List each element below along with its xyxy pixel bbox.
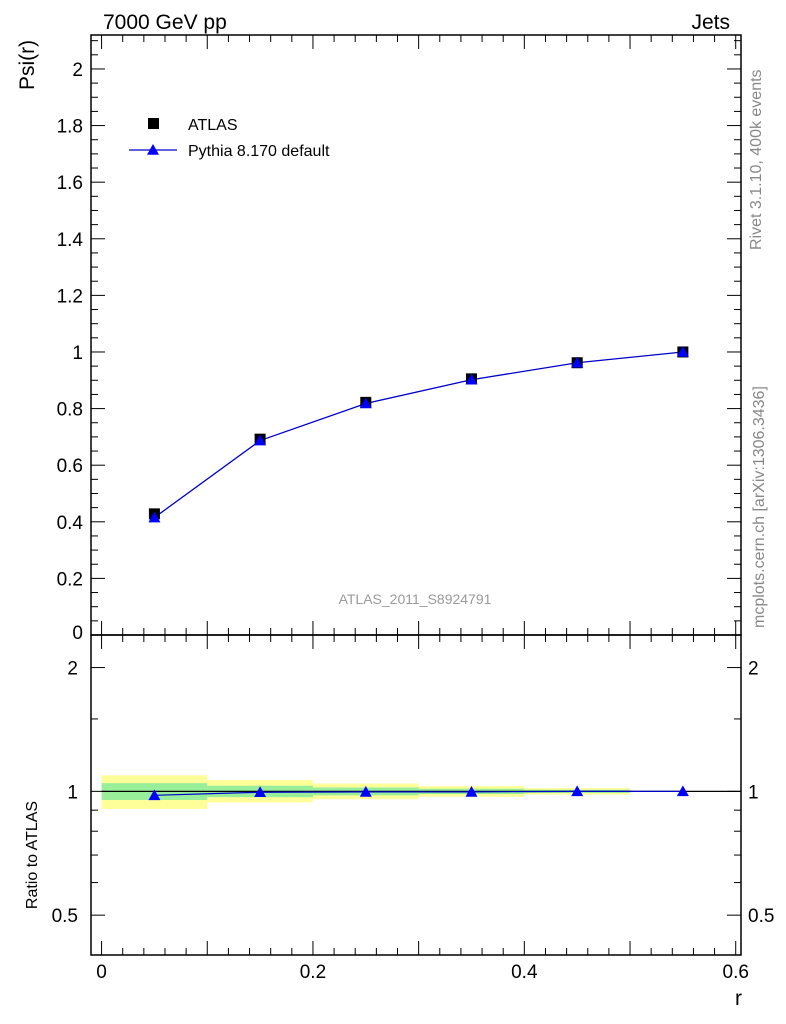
x-axis-label: r [735,987,742,1010]
main-y-tick-label: 1.4 [57,230,84,251]
ratio-pythia-point [254,786,267,798]
main-y-tick-label: 0.4 [57,513,84,534]
pythia-line [154,351,683,519]
ratio-y-tick-label-left: 0.5 [52,906,78,927]
main-y-tick-label: 0.6 [57,456,83,477]
legend: ATLAS Pythia 8.170 default [129,117,330,160]
pythia-point [465,373,478,385]
ratio-y-tick-label-right: 0.5 [748,906,774,927]
main-y-tick-label: 1 [72,343,83,364]
header-right-title: Jets [691,11,730,34]
legend-atlas-marker [148,118,159,129]
main-y-tick-label: 1.8 [57,117,83,138]
legend-pythia-marker [147,144,159,155]
main-y-tick-label: 0 [72,623,83,644]
ratio-y-tick-label-left: 2 [67,659,78,680]
main-y-axis-label: Psi(r) [16,40,39,90]
pythia-point [359,397,372,409]
main-y-tick-label: 0.8 [57,400,83,421]
ratio-y-tick-label-right: 1 [748,782,759,803]
ratio-y-tick-label-left: 1 [67,782,78,803]
pythia-point [254,434,267,446]
x-tick-label: 0 [96,962,107,983]
watermark: ATLAS_2011_S8924791 [339,591,492,607]
pythia-point [571,356,584,368]
x-tick-label: 0.6 [723,962,749,983]
rivet-label: Rivet 3.1.10, 400k events [748,69,765,250]
pythia-point [148,511,161,523]
ratio-pythia-point [359,785,372,797]
main-y-tick-label: 0.2 [57,569,83,590]
header-left-title: 7000 GeV pp [103,11,227,34]
ratio-pythia-line [154,790,683,796]
pythia-point [676,345,689,357]
ratio-pythia-point [465,785,478,797]
main-y-tick-label: 2 [72,60,83,81]
ratio-pythia-point [676,785,689,797]
ratio-pythia-point [148,789,161,801]
legend-pythia-label: Pythia 8.170 default [188,143,330,160]
ratio-y-axis-label: Ratio to ATLAS [24,801,41,909]
legend-atlas-label: ATLAS [188,117,238,134]
ratio-pythia-point [571,785,584,797]
ratio-y-tick-label-right: 2 [748,659,759,680]
mcplots-label: mcplots.cern.ch [arXiv:1306.3436] [751,386,768,628]
main-y-tick-label: 1.2 [57,286,83,307]
x-tick-label: 0.2 [300,962,326,983]
main-y-tick-label: 1.6 [57,173,83,194]
x-tick-label: 0.4 [511,962,538,983]
ratio-panel-frame [90,634,742,956]
